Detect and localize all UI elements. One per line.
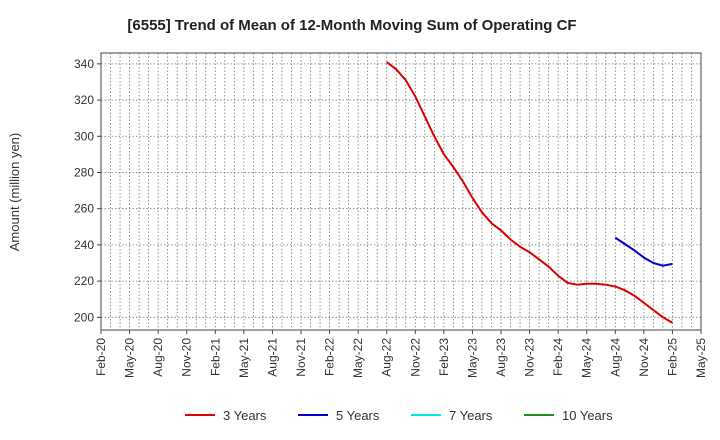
x-tick-label: Aug-22 (380, 338, 394, 377)
legend-label: 7 Years (449, 408, 493, 423)
series-line-3-years (386, 61, 673, 324)
x-tick-label: Nov-20 (180, 338, 194, 377)
legend-label: 10 Years (562, 408, 613, 423)
series-lines (386, 61, 673, 324)
y-tick-label: 340 (74, 57, 94, 71)
x-tick-label: Nov-22 (408, 338, 422, 377)
x-tick-label: Aug-20 (151, 338, 165, 377)
legend-label: 5 Years (336, 408, 380, 423)
x-tick-label: Aug-23 (494, 338, 508, 377)
y-axis: 200 220 240 260 280 300 320 340 (74, 57, 101, 324)
x-tick-label: Feb-22 (323, 338, 337, 376)
legend-label: 3 Years (223, 408, 267, 423)
y-tick-label: 200 (74, 310, 94, 324)
grid (101, 53, 701, 330)
x-tick-label: Feb-21 (208, 338, 222, 376)
y-tick-label: 320 (74, 93, 94, 107)
x-axis: Feb-20 May-20 Aug-20 Nov-20 Feb-21 May-21 Aug-… (94, 330, 708, 378)
y-axis-label: Amount (million yen) (7, 133, 22, 252)
y-tick-label: 240 (74, 238, 94, 252)
plot-area (100, 52, 702, 331)
x-tick-label: May-21 (237, 338, 251, 378)
x-tick-label: May-25 (694, 338, 708, 378)
x-tick-label: Aug-24 (608, 338, 622, 377)
x-tick-label: Feb-24 (551, 338, 565, 376)
y-tick-label: 260 (74, 202, 94, 216)
x-tick-label: Nov-23 (523, 338, 537, 377)
y-tick-label: 300 (74, 129, 94, 143)
x-tick-label: May-23 (465, 338, 479, 378)
y-tick-label: 220 (74, 274, 94, 288)
x-tick-label: May-20 (123, 338, 137, 378)
x-tick-label: Feb-20 (94, 338, 108, 376)
x-tick-label: Feb-25 (665, 338, 679, 376)
x-tick-label: Nov-21 (294, 338, 308, 377)
x-tick-label: Nov-24 (637, 338, 651, 377)
x-tick-label: Aug-21 (265, 338, 279, 377)
x-tick-label: Feb-23 (437, 338, 451, 376)
series-line-5-years (614, 236, 673, 267)
y-tick-label: 280 (74, 165, 94, 179)
x-tick-label: May-22 (351, 338, 365, 378)
chart-title: [6555] Trend of Mean of 12-Month Moving … (127, 17, 576, 34)
legend: 3 Years 5 Years 7 Years 10 Years (185, 408, 613, 423)
x-tick-label: May-24 (580, 338, 594, 378)
